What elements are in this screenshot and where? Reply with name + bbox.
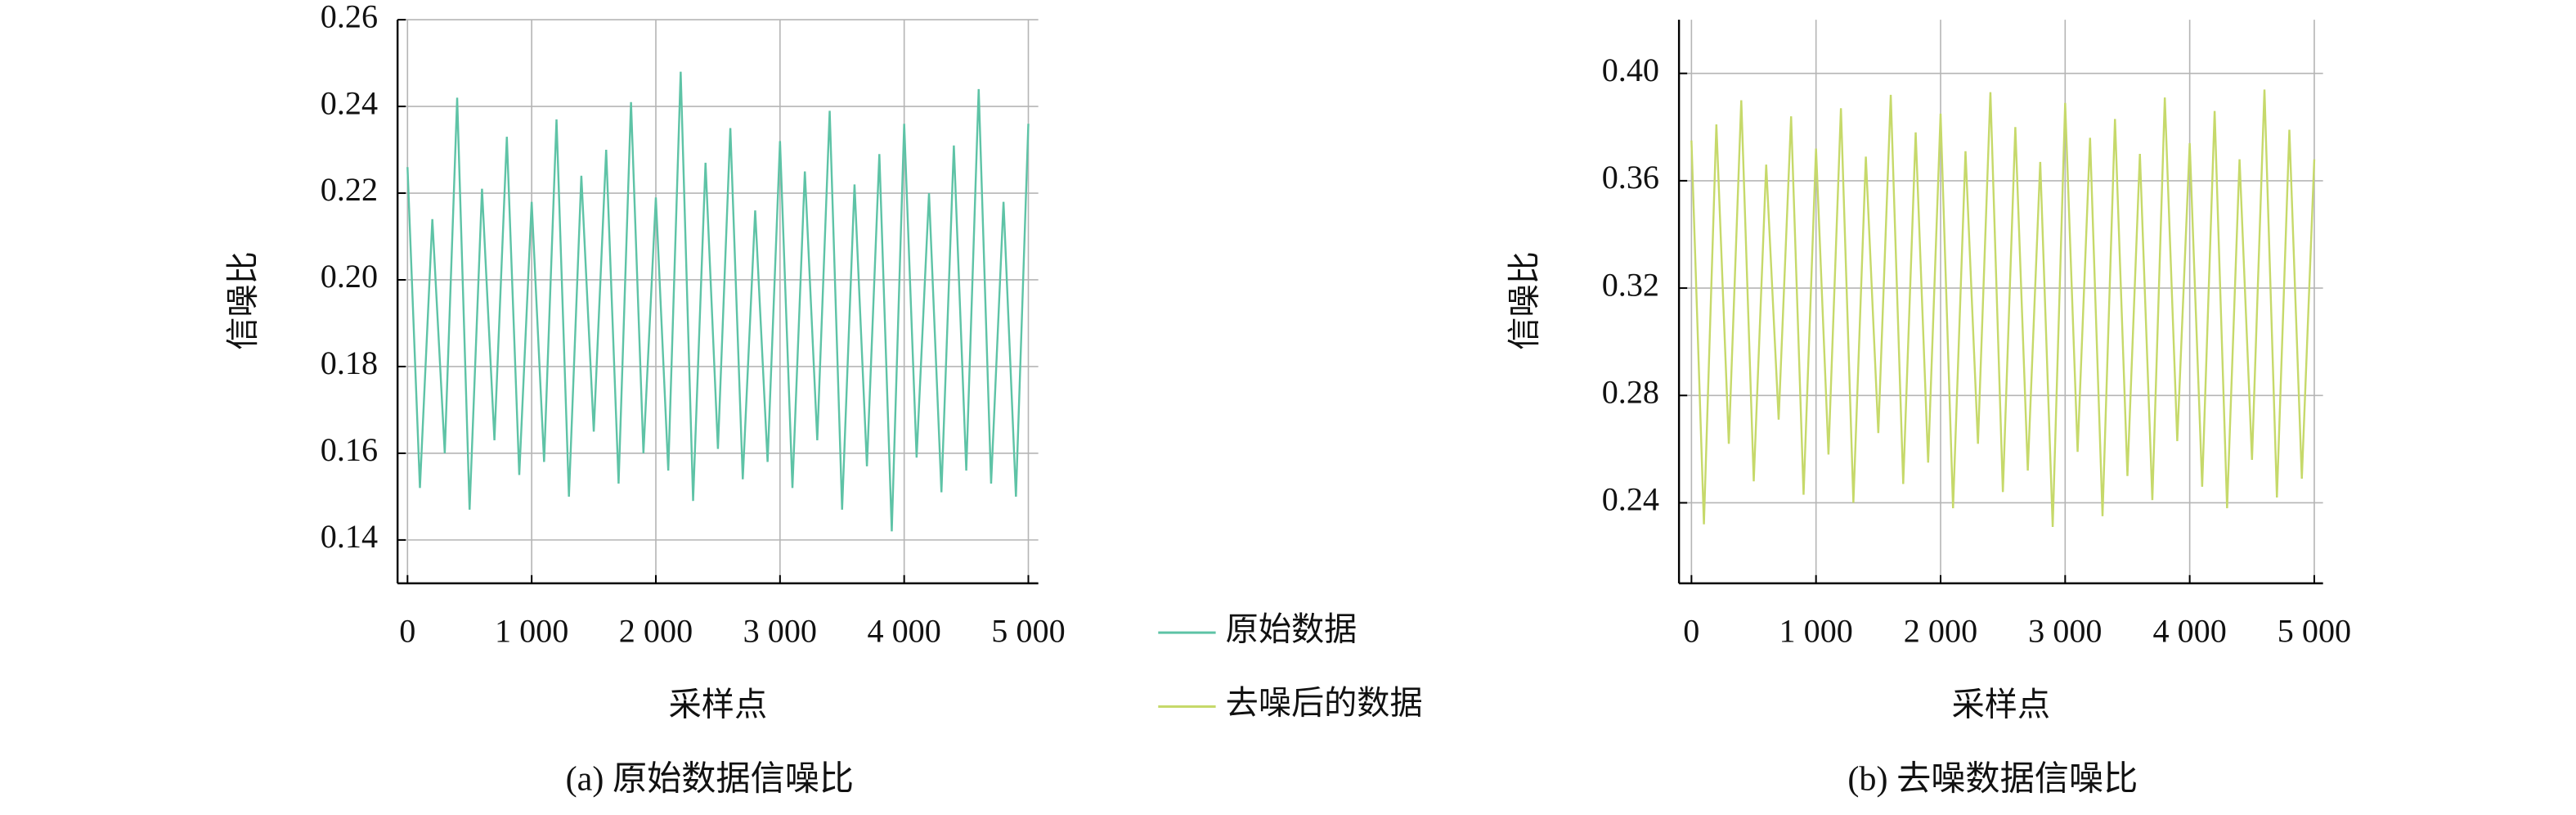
y-tick-label: 0.16 <box>321 431 378 468</box>
x-tick-label: 1 000 <box>495 612 568 649</box>
caption: (a) 原始数据信噪比 <box>566 760 854 799</box>
caption: (b) 去噪数据信噪比 <box>1847 760 2138 799</box>
y-tick-label: 0.20 <box>321 258 378 295</box>
y-tick-label: 0.36 <box>1602 159 1659 196</box>
x-tick-label: 2 000 <box>619 612 693 649</box>
x-axis-label: 采样点 <box>1952 687 2051 723</box>
x-tick-label: 2 000 <box>1904 612 1977 649</box>
x-tick-label: 3 000 <box>743 612 817 649</box>
y-tick-label: 0.24 <box>321 84 378 121</box>
y-tick-label: 0.26 <box>321 0 378 34</box>
x-tick-label: 3 000 <box>2028 612 2102 649</box>
x-tick-label: 5 000 <box>2278 612 2351 649</box>
y-axis-label: 信噪比 <box>225 251 262 349</box>
legend-label: 原始数据 <box>1226 610 1358 647</box>
y-tick-label: 0.28 <box>1602 373 1659 410</box>
x-tick-label: 0 <box>1683 612 1699 649</box>
data-line <box>406 71 1030 532</box>
y-tick-label: 0.14 <box>321 518 378 555</box>
y-tick-label: 0.40 <box>1602 52 1659 88</box>
y-tick-label: 0.22 <box>321 171 378 208</box>
y-axis-label: 信噪比 <box>1506 251 1543 349</box>
x-tick-label: 5 000 <box>991 612 1065 649</box>
legend-label: 去噪后的数据 <box>1226 685 1423 722</box>
y-tick-label: 0.32 <box>1602 266 1659 303</box>
x-axis-label: 采样点 <box>669 687 768 723</box>
y-tick-label: 0.18 <box>321 344 378 381</box>
x-tick-label: 4 000 <box>2152 612 2226 649</box>
x-tick-label: 1 000 <box>1779 612 1852 649</box>
data-line <box>1690 89 2316 528</box>
x-tick-label: 4 000 <box>867 612 940 649</box>
x-tick-label: 0 <box>399 612 415 649</box>
y-tick-label: 0.24 <box>1602 481 1659 518</box>
